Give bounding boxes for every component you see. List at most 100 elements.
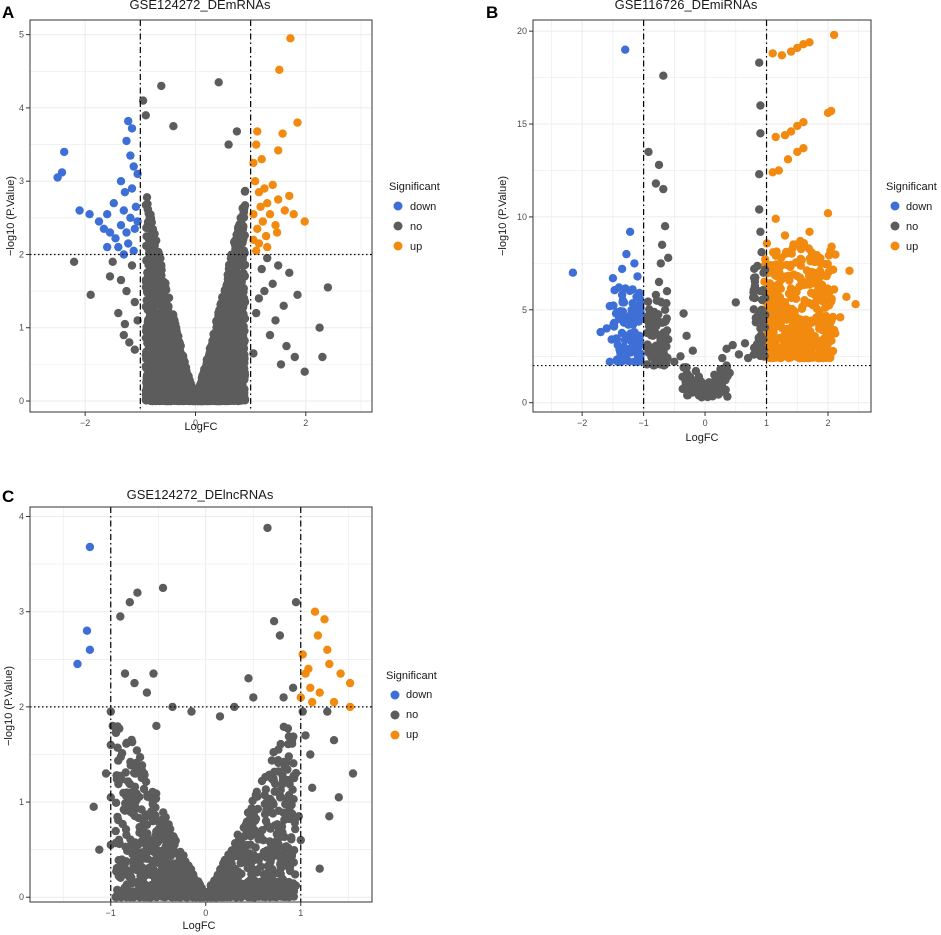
panel-a-point-down	[94, 217, 104, 226]
panel-a-ytick-label: 4	[19, 103, 24, 113]
panel-a-point-no	[127, 261, 137, 270]
panel-c-point-no	[266, 873, 275, 882]
panel-b-point-up	[800, 296, 809, 305]
panel-a-point-up	[258, 217, 267, 226]
panel-a-point-down	[59, 147, 69, 157]
panel-a-point-up	[263, 242, 272, 252]
panel-a-label: A	[2, 3, 14, 22]
panel-b-point-down	[621, 45, 630, 54]
panel-c-point-no	[133, 762, 142, 771]
panel-b-point-no	[654, 160, 664, 170]
panel-a-point-no	[315, 323, 324, 332]
panel-b-point-no	[654, 277, 664, 287]
panel-c-point-no	[284, 843, 293, 853]
panel-a-point-no	[217, 395, 227, 404]
panel-a-point-up	[272, 228, 282, 237]
panel-c-point-no	[244, 674, 253, 683]
panel-c-point-no	[276, 860, 285, 869]
panel-b-point-up	[806, 327, 815, 336]
panel-b-point-no	[651, 341, 661, 350]
panel-b-point-up	[777, 51, 787, 60]
panel-a-point-no	[257, 264, 266, 274]
panel-b-point-down	[622, 331, 631, 340]
panel-c-legend-up-label: up	[406, 729, 418, 741]
panel-b-point-up	[780, 131, 790, 140]
panel-c-point-no	[231, 893, 241, 902]
panel-c-point-no	[255, 877, 264, 887]
panel-b-ytick-label: 20	[517, 26, 527, 36]
panel-a-point-no	[235, 220, 244, 229]
panel-a-point-no	[254, 294, 264, 303]
panel-a-point-no	[149, 230, 158, 239]
panel-b-point-up	[829, 285, 839, 294]
panel-b-point-up	[793, 147, 802, 157]
panel-c-point-up	[336, 669, 345, 678]
panel-b-legend-no-key	[890, 221, 900, 231]
panel-a-ytick-label: 3	[19, 176, 24, 186]
panel-b-point-no	[756, 324, 765, 333]
panel-a-point-up	[257, 155, 266, 164]
panel-a-point-no	[209, 337, 218, 346]
panel-b-point-up	[827, 242, 836, 251]
panel-c-legend-down-label: down	[406, 689, 432, 701]
panel-a-point-no	[203, 358, 212, 367]
panel-c-point-no	[291, 598, 301, 607]
panel-a-points	[53, 34, 333, 406]
panel-c-point-no	[306, 750, 315, 759]
panel-b-point-up	[768, 312, 778, 321]
panel-b-legend-no-label: no	[906, 221, 918, 233]
panel-b-point-up	[822, 353, 832, 362]
panel-b-point-no	[749, 293, 758, 302]
panel-c-point-no	[281, 800, 290, 809]
panel-c-point-no	[127, 892, 137, 902]
panel-b-point-up	[780, 231, 790, 240]
panel-c-point-no	[191, 891, 201, 901]
panel-c-point-no	[246, 840, 255, 849]
panel-c-point-no	[117, 749, 127, 758]
panel-c-point-up	[310, 607, 320, 616]
panel-a-point-no	[125, 338, 134, 347]
panel-b-point-no	[756, 227, 765, 236]
panel-a-point-up	[253, 224, 262, 233]
panel-a-point-up	[260, 184, 269, 193]
panel-a-point-down	[129, 246, 138, 255]
panel-a-point-no	[142, 193, 152, 202]
panel-a-point-no	[186, 384, 195, 393]
panel-c-legend-no-label: no	[406, 709, 418, 721]
panel-c-point-no	[127, 873, 136, 882]
panel-c-point-no	[262, 846, 272, 855]
panel-c-point-no	[284, 739, 293, 749]
panel-a-point-no	[157, 320, 166, 329]
panel-c-point-no	[248, 796, 257, 805]
panel-a-point-down	[122, 228, 131, 237]
panel-c-point-no	[285, 779, 294, 789]
panel-a-point-no	[263, 253, 272, 263]
panel-a-legend-up-label: up	[410, 241, 422, 253]
panel-b-point-down	[605, 301, 614, 311]
panel-c-point-up	[345, 678, 355, 688]
panel-c-point-no	[113, 885, 122, 895]
panel-a-point-up	[285, 191, 294, 201]
panel-a-point-no	[239, 387, 248, 396]
panel-b-point-down	[616, 348, 625, 357]
panel-a-legend: Significant down no up	[389, 181, 440, 253]
panel-c-point-no	[279, 891, 288, 901]
panel-a-point-no	[141, 390, 151, 399]
panel-b-point-down	[625, 344, 635, 353]
panel-c-point-no	[171, 836, 180, 845]
panel-a-point-no	[235, 256, 245, 265]
panel-c-point-no	[275, 631, 285, 640]
panel-a-point-no	[148, 238, 157, 247]
panel-c-point-no	[212, 886, 221, 896]
panel-c-point-no	[152, 721, 161, 731]
panel-c-point-no	[159, 808, 168, 817]
panel-a-point-no	[237, 277, 246, 287]
panel-b-point-up	[779, 299, 788, 309]
panel-b-point-no	[700, 389, 710, 398]
panel-c-point-no	[164, 820, 173, 829]
panel-c-point-up	[329, 697, 339, 707]
panel-a-point-no	[143, 199, 152, 209]
panel-a-legend-up-key	[393, 241, 403, 251]
panel-c-point-no	[263, 523, 272, 533]
